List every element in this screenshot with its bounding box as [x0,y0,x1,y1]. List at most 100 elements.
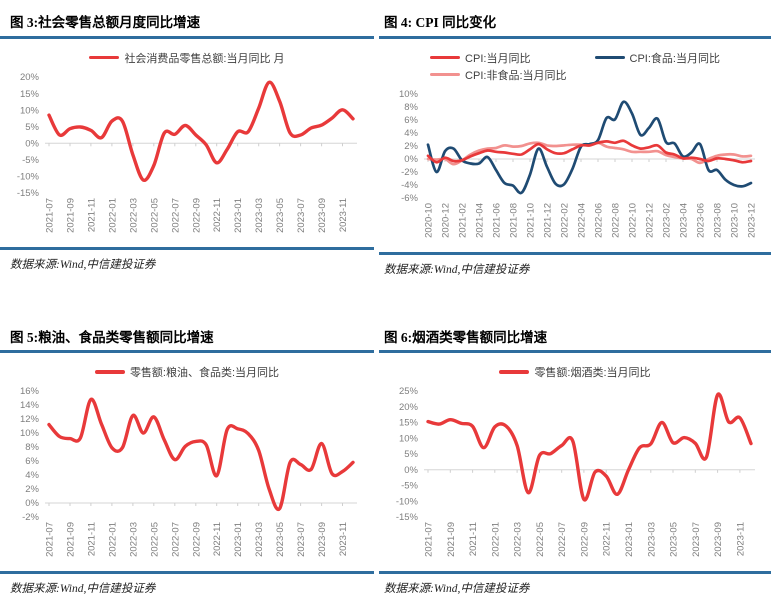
svg-text:-2%: -2% [401,167,418,178]
zero-axis-line [424,469,755,473]
figure-5-source-note: 数据来源:Wind,中信建投证券 [10,583,156,596]
figure-3-source-note: 数据来源:Wind,中信建投证券 [10,258,156,271]
svg-text:2022-10: 2022-10 [628,203,639,238]
svg-text:2022-04: 2022-04 [577,203,588,238]
figure-6-bottom-rule [379,571,771,575]
legend-label: 零售额:烟酒类:当月同比 [534,367,651,380]
svg-text:2021-07: 2021-07 [45,198,56,233]
zero-axis-line [45,502,357,507]
svg-text:2021-10: 2021-10 [526,203,537,238]
svg-text:2021-11: 2021-11 [86,198,97,232]
x-axis-labels: 2021-07 2021-09 2021-11 2022-01 2022-03 2022-… [424,522,747,557]
panel-figure-5: 图 5:粮油、食品类零售额同比增速 零售额:粮油、食品类:当月同比 16% 14%… [0,323,374,597]
svg-text:2022-03: 2022-03 [513,522,524,557]
svg-text:2022-11: 2022-11 [212,522,223,556]
svg-text:2021-06: 2021-06 [492,203,503,238]
svg-text:4%: 4% [25,470,39,481]
figure-3-bottom-rule [0,246,374,250]
legend-label: CPI:食品:当月同比 [629,52,720,65]
svg-text:10%: 10% [20,105,40,116]
svg-text:2022-01: 2022-01 [490,522,501,557]
svg-text:2022-09: 2022-09 [191,198,202,233]
svg-text:2023-06: 2023-06 [696,203,707,238]
svg-text:2021-11: 2021-11 [86,522,97,556]
svg-text:-10%: -10% [396,497,419,508]
y-axis-labels: 16% 14% 12% 10% 8% 6% 4% 2% 0% -2% [20,386,40,523]
legend-item: 零售额:粮油、食品类:当月同比 [94,364,280,380]
legend-line-swatch [594,55,625,60]
legend-line-swatch [430,55,461,60]
svg-text:2023-01: 2023-01 [624,522,635,557]
svg-text:2%: 2% [25,484,39,495]
svg-text:15%: 15% [20,88,40,99]
svg-text:-2%: -2% [22,512,39,523]
svg-text:2023-09: 2023-09 [317,198,328,233]
legend-line-swatch [430,72,461,77]
legend-label: CPI:当月同比 [465,52,531,65]
series-line-0 [47,397,355,512]
svg-text:2023-12: 2023-12 [747,203,758,238]
figure-5-line-chart: 16%14%12%10%8%6%4%2%0%-2%2021-07 2021-09 2… [20,386,357,557]
svg-text:2021-09: 2021-09 [446,522,457,557]
svg-text:10%: 10% [20,428,40,439]
x-axis-labels: 2021-07 2021-09 2021-11 2022-01 2022-03 2022-… [45,522,350,557]
x-axis-labels: 2020-10 2020-12 2021-02 2021-04 2021-06 2021-… [424,203,758,238]
figures-row-top: 图 3:社会零售总额月度同比增速 社会消费品零售总额:当月同比 月 20% 15%… [0,8,771,277]
legend-item: CPI:当月同比 [430,50,566,66]
y-axis-labels: 10% 8% 6% 4% 2% 0% -2% -4% -6% [399,89,419,204]
svg-text:0%: 0% [404,154,418,165]
svg-text:2021-07: 2021-07 [424,522,435,557]
svg-text:2020-10: 2020-10 [424,203,435,238]
x-axis-labels: 2021-07 2021-09 2021-11 2022-01 2022-03 2022-… [45,198,350,233]
svg-text:2022-03: 2022-03 [128,522,139,557]
legend-label: 社会消费品零售总额:当月同比 月 [124,52,285,65]
svg-text:6%: 6% [25,456,39,467]
svg-text:0%: 0% [25,498,39,509]
svg-text:2023-09: 2023-09 [317,522,328,557]
svg-text:2022-02: 2022-02 [560,203,571,238]
svg-text:2%: 2% [404,141,418,152]
svg-text:2023-03: 2023-03 [254,522,265,557]
legend-label: CPI:非食品:当月同比 [465,69,567,82]
legend-line-swatch [94,370,125,374]
legend-item: 零售额:烟酒类:当月同比 [499,364,651,380]
svg-text:20%: 20% [20,72,40,83]
svg-text:2022-01: 2022-01 [107,198,118,233]
figure-5-title: 图 5:粮油、食品类零售额同比增速 [10,329,214,345]
series-line-0 [47,80,355,182]
svg-text:2023-08: 2023-08 [713,203,724,238]
panel-figure-4: 图 4: CPI 同比变化 CPI:当月同比 CPI:食品:当月同比 CPI:非食品… [379,8,771,277]
figure-4-legend: CPI:当月同比 CPI:食品:当月同比 CPI:非食品:当月同比 [379,39,771,86]
figure-4-line-chart: 10% 8% 6% 4% 2% 0% -2% -4% -6% 2020-10 2020-12 2021… [399,89,758,238]
svg-text:2021-09: 2021-09 [66,198,77,233]
svg-text:2023-09: 2023-09 [713,522,724,557]
legend-item: CPI:食品:当月同比 [594,50,720,66]
figure-5-legend: 零售额:粮油、食品类:当月同比 [0,353,374,383]
svg-text:2022-09: 2022-09 [191,522,202,557]
svg-text:0%: 0% [404,465,418,476]
svg-text:2023-07: 2023-07 [691,522,702,557]
svg-text:-15%: -15% [396,512,419,523]
svg-text:5%: 5% [25,121,39,132]
zero-axis-line [45,142,357,146]
svg-text:2022-05: 2022-05 [149,198,160,233]
svg-text:2023-11: 2023-11 [735,522,746,556]
figure-4-bottom-rule [379,251,771,255]
svg-text:12%: 12% [20,414,40,425]
svg-text:-6%: -6% [401,193,418,204]
svg-text:8%: 8% [25,442,39,453]
svg-text:-10%: -10% [17,171,40,182]
svg-text:15%: 15% [399,418,419,429]
svg-text:-5%: -5% [401,481,418,492]
svg-text:6%: 6% [404,115,418,126]
svg-text:2023-04: 2023-04 [679,203,690,238]
series-line-0 [426,392,753,502]
legend-label: 零售额:粮油、食品类:当月同比 [129,367,280,380]
legend-item: CPI:非食品:当月同比 [430,67,567,83]
svg-text:2022-07: 2022-07 [170,198,181,233]
svg-text:2022-05: 2022-05 [149,522,160,557]
svg-text:2021-07: 2021-07 [45,522,56,557]
svg-text:2023-05: 2023-05 [669,522,680,557]
svg-text:5%: 5% [404,449,418,460]
svg-text:2021-04: 2021-04 [475,203,486,238]
